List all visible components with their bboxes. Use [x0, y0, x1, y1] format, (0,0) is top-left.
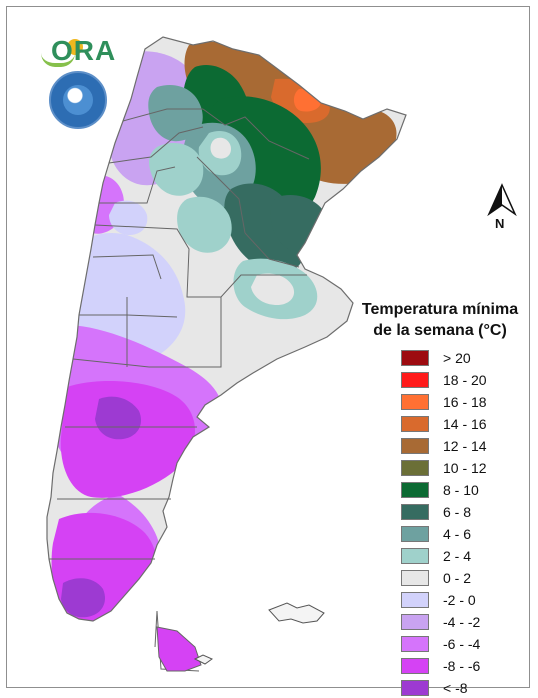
legend-label: 18 - 20 [443, 372, 487, 388]
legend-label: 8 - 10 [443, 482, 479, 498]
legend-item: 14 - 16 [401, 414, 531, 434]
legend-swatch [401, 482, 429, 498]
legend-item: 18 - 20 [401, 370, 531, 390]
legend-title-line-1: Temperatura mínima [361, 301, 519, 318]
institution-seal-icon [49, 71, 107, 129]
legend-swatch [401, 570, 429, 586]
legend-label: 4 - 6 [443, 526, 472, 542]
legend-title: Temperatura mínima de la semana (°C) [345, 299, 535, 341]
legend-label: 6 - 8 [443, 504, 472, 520]
legend-item: 0 - 2 [401, 568, 531, 588]
north-arrow: N [484, 183, 520, 235]
legend: Temperatura mínima de la semana (°C) > 2… [345, 299, 535, 696]
legend-item: -6 - -4 [401, 634, 531, 654]
north-label: N [495, 216, 505, 231]
seal-center-icon [63, 85, 93, 115]
legend-label: 14 - 16 [443, 416, 487, 432]
legend-item: -4 - -2 [401, 612, 531, 632]
legend-item: 8 - 10 [401, 480, 531, 500]
legend-swatch [401, 658, 429, 674]
legend-swatch [401, 636, 429, 652]
legend-item: -8 - -6 [401, 656, 531, 676]
legend-label: < -8 [443, 680, 468, 696]
north-arrow-icon [487, 183, 517, 217]
legend-swatch [401, 460, 429, 476]
legend-label: 16 - 18 [443, 394, 487, 410]
logo-text: ORA [51, 35, 117, 66]
legend-swatch [401, 416, 429, 432]
legend-label: > 20 [443, 350, 471, 366]
legend-swatch [401, 680, 429, 696]
legend-label: -8 - -6 [443, 658, 481, 674]
legend-item: 12 - 14 [401, 436, 531, 456]
map-frame: ORA N Temperatura mínima de la semana (°… [6, 6, 530, 696]
legend-item: 16 - 18 [401, 392, 531, 412]
legend-item: < -8 [401, 678, 531, 698]
legend-swatch [401, 548, 429, 564]
legend-item: 10 - 12 [401, 458, 531, 478]
legend-label: -6 - -4 [443, 636, 481, 652]
legend-swatch [401, 372, 429, 388]
legend-label: -2 - 0 [443, 592, 476, 608]
sun-icon [67, 39, 83, 55]
legend-swatch [401, 350, 429, 366]
legend-item: 4 - 6 [401, 524, 531, 544]
ora-logo: ORA [41, 35, 117, 67]
legend-item: 6 - 8 [401, 502, 531, 522]
legend-item: 2 - 4 [401, 546, 531, 566]
legend-label: 2 - 4 [443, 548, 472, 564]
legend-label: 10 - 12 [443, 460, 487, 476]
legend-label: 0 - 2 [443, 570, 472, 586]
legend-label: 12 - 14 [443, 438, 487, 454]
temperature-map [46, 36, 407, 672]
legend-label: -4 - -2 [443, 614, 481, 630]
legend-item: > 20 [401, 348, 531, 368]
legend-title-line-2: de la semana (°C) [373, 322, 507, 339]
logo-swoosh-icon [41, 53, 75, 67]
legend-swatch [401, 504, 429, 520]
legend-swatch [401, 592, 429, 608]
legend-item: -2 - 0 [401, 590, 531, 610]
legend-swatch [401, 526, 429, 542]
legend-swatch [401, 438, 429, 454]
legend-swatch [401, 614, 429, 630]
legend-swatch [401, 394, 429, 410]
